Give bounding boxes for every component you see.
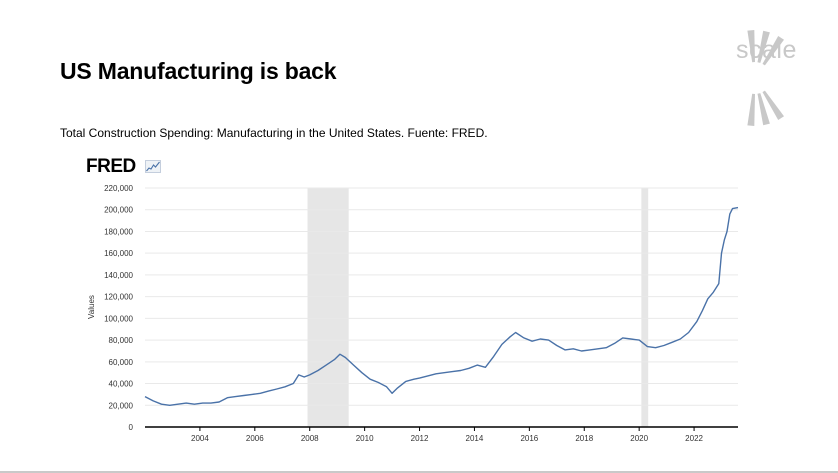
logo-text: scale bbox=[736, 36, 797, 64]
logo-ray bbox=[757, 30, 770, 63]
logo-ray bbox=[762, 90, 784, 120]
y-tick-label: 120,000 bbox=[104, 293, 133, 302]
fred-badge: FRED bbox=[86, 156, 136, 177]
x-tick-label: 2022 bbox=[685, 434, 703, 443]
x-tick-label: 2010 bbox=[356, 434, 374, 443]
y-tick-label: 180,000 bbox=[104, 227, 133, 236]
x-tick-label: 2006 bbox=[246, 434, 264, 443]
scale-logo-icon bbox=[747, 30, 784, 126]
x-tick-label: 2004 bbox=[191, 434, 209, 443]
logo-ray bbox=[747, 93, 755, 126]
y-tick-label: 220,000 bbox=[104, 184, 133, 193]
y-tick-label: 100,000 bbox=[104, 314, 133, 323]
x-tick-label: 2020 bbox=[630, 434, 648, 443]
fred-graph-icon bbox=[145, 160, 161, 173]
y-tick-label: 140,000 bbox=[104, 271, 133, 280]
y-tick-label: 0 bbox=[129, 423, 134, 432]
y-tick-label: 80,000 bbox=[109, 336, 134, 345]
slide-title: US Manufacturing is back bbox=[60, 58, 337, 84]
x-tick-label: 2014 bbox=[466, 434, 484, 443]
logo-ray bbox=[747, 30, 755, 63]
x-tick-label: 2012 bbox=[411, 434, 429, 443]
slide-subtitle: Total Construction Spending: Manufacturi… bbox=[60, 126, 488, 140]
y-tick-label: 20,000 bbox=[109, 401, 134, 410]
slide-bottom-border bbox=[0, 471, 838, 473]
logo-ray bbox=[757, 93, 770, 126]
recession-band bbox=[307, 188, 349, 427]
x-tick-label: 2016 bbox=[520, 434, 538, 443]
y-axis-label: Values bbox=[87, 295, 96, 319]
y-tick-label: 40,000 bbox=[109, 380, 134, 389]
x-tick-label: 2008 bbox=[301, 434, 319, 443]
y-tick-label: 160,000 bbox=[104, 249, 133, 258]
series-line bbox=[144, 206, 739, 406]
y-tick-label: 60,000 bbox=[109, 358, 134, 367]
y-tick-label: 200,000 bbox=[104, 206, 133, 215]
recession-band bbox=[641, 188, 649, 427]
x-tick-label: 2018 bbox=[575, 434, 593, 443]
logo-ray bbox=[762, 36, 784, 66]
